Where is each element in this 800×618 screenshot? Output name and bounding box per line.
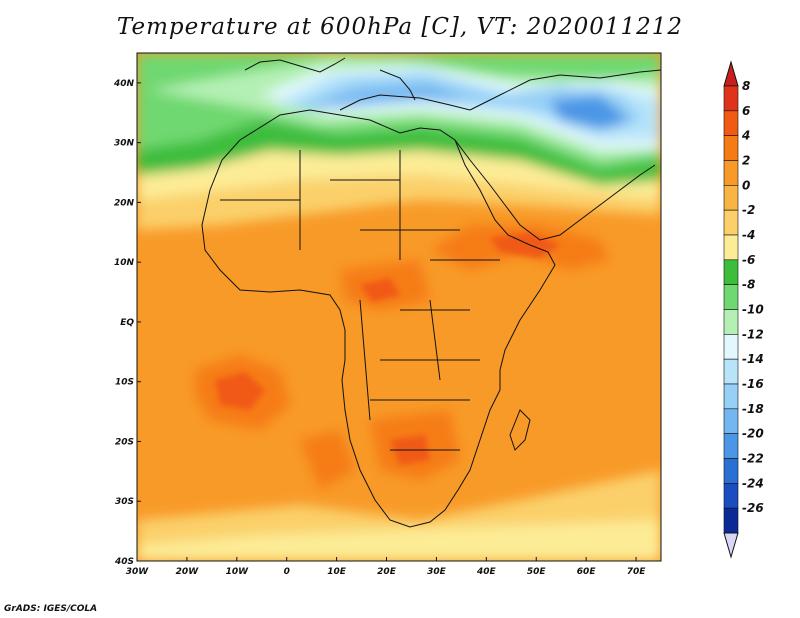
lat-tick-label: 40S — [114, 557, 134, 567]
colorbar: 8 6 4 2 0 -2 -4 -6 -8 -10 -12 -14 -16 -18 -20 -22 -24 -26 — [723, 60, 764, 559]
colorbar-label: -20 — [742, 427, 764, 441]
colorbar-label: -2 — [742, 203, 755, 217]
colorbar-swatch — [723, 135, 739, 161]
lat-tick-label: EQ — [120, 318, 134, 328]
colorbar-label: 2 — [742, 154, 750, 168]
colorbar-label: -14 — [742, 352, 764, 366]
lat-tick-label: 10S — [115, 378, 134, 388]
colorbar-swatch — [723, 160, 739, 186]
colorbar-label: -8 — [742, 278, 755, 292]
lat-tick-label: 40N — [113, 79, 135, 89]
lon-tick-label: 10W — [226, 567, 250, 577]
colorbar-swatch — [723, 458, 739, 484]
colorbar-swatch — [723, 408, 739, 434]
colorbar-swatch — [723, 85, 739, 112]
colorbar-label: -6 — [742, 253, 755, 267]
lon-tick-label: 30E — [427, 567, 447, 577]
colorbar-label: 0 — [742, 178, 750, 192]
colorbar-label: -4 — [742, 228, 755, 242]
colorbar-label: -18 — [742, 402, 764, 416]
colorbar-swatch — [723, 110, 739, 136]
lon-tick-label: 10E — [327, 567, 347, 577]
colorbar-swatch — [723, 507, 739, 534]
colorbar-label: -10 — [742, 303, 764, 317]
colorbar-top-cap — [723, 60, 739, 87]
longitude-ticks: 30W 20W 10W 0 10E 20E 30E 40E 50E 60E 70E — [126, 557, 646, 577]
lon-tick-label: 20W — [176, 567, 200, 577]
lon-tick-label: 50E — [527, 567, 547, 577]
lat-tick-label: 20N — [114, 198, 135, 208]
lat-tick-label: 10N — [114, 258, 135, 268]
colorbar-label: -12 — [742, 327, 764, 341]
colorbar-swatch — [723, 334, 739, 360]
colorbar-swatch — [723, 259, 739, 285]
colorbar-bottom-cap — [723, 532, 739, 559]
lon-tick-label: 20E — [377, 567, 397, 577]
map-title: Temperature at 600hPa [C], VT: 202001121… — [116, 14, 684, 40]
colorbar-label: 6 — [742, 104, 750, 118]
lon-tick-label: 30W — [126, 567, 150, 577]
colorbar-swatch — [723, 309, 739, 335]
colorbar-swatch — [723, 483, 739, 509]
lon-tick-label: 0 — [284, 567, 290, 577]
colorbar-swatch — [723, 284, 739, 310]
latitude-ticks: 40N 30N 20N 10N EQ 10S 20S 30S 40S — [113, 79, 141, 567]
colorbar-label: 8 — [742, 79, 750, 93]
lon-tick-label: 60E — [577, 567, 597, 577]
colorbar-swatch — [723, 234, 739, 261]
colorbar-label: -24 — [742, 476, 764, 490]
lon-tick-label: 70E — [627, 567, 647, 577]
colorbar-label: -26 — [742, 501, 764, 515]
lon-tick-label: 40E — [476, 567, 497, 577]
lat-tick-label: 20S — [115, 437, 134, 447]
colorbar-swatch — [723, 383, 739, 410]
lat-tick-label: 30N — [114, 139, 135, 149]
temperature-field — [137, 53, 661, 561]
credit-label: GrADS: IGES/COLA — [4, 604, 98, 614]
colorbar-swatch — [723, 209, 739, 236]
colorbar-swatch — [723, 185, 739, 211]
plot-frame — [136, 52, 662, 562]
colorbar-swatch — [723, 433, 739, 459]
colorbar-label: 4 — [741, 129, 750, 143]
colorbar-label: -22 — [742, 452, 764, 466]
colorbar-label: -16 — [742, 377, 764, 391]
colorbar-swatch — [723, 358, 739, 385]
lat-tick-label: 30S — [115, 497, 134, 507]
coastlines — [201, 57, 661, 528]
